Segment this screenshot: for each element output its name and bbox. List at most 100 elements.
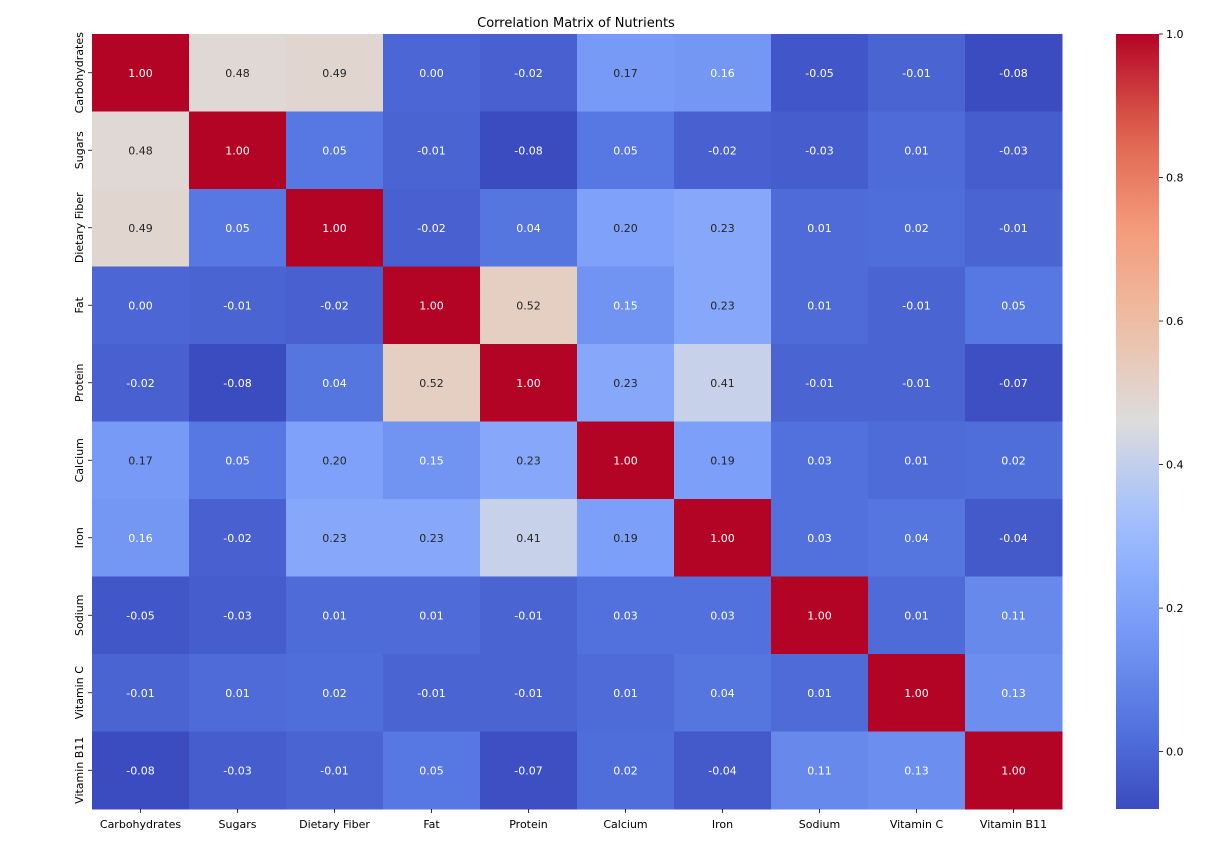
cell-value-label: 0.20 xyxy=(613,222,638,235)
heatmap-cell xyxy=(92,654,190,732)
cell-value-label: -0.08 xyxy=(514,144,542,157)
cell-value-label: -0.02 xyxy=(708,144,736,157)
heatmap-cell xyxy=(965,266,1063,345)
cell-value-label: -0.03 xyxy=(223,764,251,777)
cell-value-label: 0.03 xyxy=(613,609,638,622)
heatmap-cell xyxy=(286,499,384,577)
cell-value-label: -0.04 xyxy=(708,764,736,777)
cell-value-label: 1.00 xyxy=(613,454,638,467)
heatmap-cell xyxy=(868,654,966,732)
cell-value-label: 0.00 xyxy=(128,299,153,312)
x-tick-label: Protein xyxy=(509,818,548,831)
cell-value-label: -0.01 xyxy=(999,222,1027,235)
heatmap-cell xyxy=(189,576,287,655)
colorbar-tick-label: 0.8 xyxy=(1166,172,1184,185)
cell-value-label: -0.03 xyxy=(999,144,1027,157)
cell-value-label: 1.00 xyxy=(225,144,250,157)
cell-value-label: 1.00 xyxy=(710,532,735,545)
heatmap-cell xyxy=(383,499,481,577)
cell-value-label: 0.52 xyxy=(516,299,541,312)
cell-value-label: 0.02 xyxy=(613,764,638,777)
heatmap-cell xyxy=(577,654,675,732)
x-tick-label: Sodium xyxy=(799,818,840,831)
cell-value-label: 0.03 xyxy=(807,532,832,545)
heatmap-cell xyxy=(383,189,481,267)
cell-value-label: 0.20 xyxy=(322,454,347,467)
heatmap-cell xyxy=(868,111,966,190)
heatmap-cell xyxy=(965,499,1063,577)
heatmap-cell xyxy=(965,34,1063,112)
cell-value-label: 0.05 xyxy=(225,454,250,467)
cell-value-label: 0.02 xyxy=(322,687,347,700)
cell-value-label: 1.00 xyxy=(807,609,832,622)
heatmap-cell xyxy=(868,189,966,267)
heatmap-cell xyxy=(92,189,190,267)
heatmap-cell xyxy=(577,576,675,655)
heatmap-cell xyxy=(674,111,772,190)
cell-value-label: -0.07 xyxy=(999,377,1027,390)
cell-value-label: 1.00 xyxy=(516,377,541,390)
heatmap-cell xyxy=(577,34,675,112)
cell-value-label: -0.01 xyxy=(902,377,930,390)
heatmap-cell xyxy=(674,654,772,732)
colorbar-tick-label: 1.0 xyxy=(1166,28,1184,41)
cell-value-label: -0.01 xyxy=(320,764,348,777)
heatmap-cell xyxy=(771,576,869,655)
cell-value-label: 0.49 xyxy=(322,67,347,80)
x-tick-label: Fat xyxy=(423,818,440,831)
cell-value-label: -0.01 xyxy=(126,687,154,700)
heatmap-cell xyxy=(480,654,578,732)
heatmap-cell xyxy=(674,731,772,810)
heatmap-cell xyxy=(286,111,384,190)
cell-value-label: -0.03 xyxy=(223,609,251,622)
cell-value-label: -0.08 xyxy=(126,764,154,777)
heatmap-cell xyxy=(577,344,675,422)
cell-value-label: 0.01 xyxy=(904,144,929,157)
heatmap-cell xyxy=(577,421,675,500)
cell-value-label: 0.04 xyxy=(516,222,541,235)
x-tick-label: Calcium xyxy=(603,818,647,831)
heatmap-cell xyxy=(92,344,190,422)
cell-value-label: 0.04 xyxy=(904,532,929,545)
heatmap-cell xyxy=(965,344,1063,422)
cell-value-label: 0.00 xyxy=(419,67,444,80)
cell-value-label: 1.00 xyxy=(322,222,347,235)
cell-value-label: -0.05 xyxy=(805,67,833,80)
heatmap-cell xyxy=(868,576,966,655)
cell-value-label: -0.04 xyxy=(999,532,1027,545)
heatmap-cell xyxy=(189,266,287,345)
heatmap-cell xyxy=(771,266,869,345)
heatmap-cell xyxy=(286,576,384,655)
colorbar-gradient xyxy=(1116,34,1159,809)
cell-value-label: 0.01 xyxy=(225,687,250,700)
heatmap-cell xyxy=(480,344,578,422)
cell-value-label: -0.02 xyxy=(223,532,251,545)
cell-value-label: -0.01 xyxy=(514,687,542,700)
cell-value-label: 0.41 xyxy=(516,532,541,545)
heatmap-cell xyxy=(771,654,869,732)
cell-value-label: 0.05 xyxy=(1001,299,1026,312)
heatmap-cell xyxy=(480,576,578,655)
heatmap-cell xyxy=(92,266,190,345)
heatmap-cell xyxy=(577,499,675,577)
heatmap-cell xyxy=(674,34,772,112)
y-tick-label: Protein xyxy=(73,363,86,402)
y-tick-label: Iron xyxy=(73,527,86,548)
y-tick-label: Vitamin C xyxy=(73,666,86,720)
heatmap-cell xyxy=(577,111,675,190)
cell-value-label: 0.11 xyxy=(807,764,832,777)
cell-value-label: -0.08 xyxy=(999,67,1027,80)
y-tick-label: Carbohydrates xyxy=(73,32,86,113)
heatmap-cell xyxy=(771,111,869,190)
cell-value-label: 0.01 xyxy=(807,687,832,700)
cell-value-label: -0.05 xyxy=(126,609,154,622)
heatmap-cell xyxy=(771,421,869,500)
cell-value-label: 0.41 xyxy=(710,377,735,390)
cell-value-label: 0.04 xyxy=(710,687,735,700)
heatmap-cell xyxy=(92,499,190,577)
heatmap-cell xyxy=(92,34,190,112)
cell-value-label: -0.01 xyxy=(514,609,542,622)
cell-value-label: 0.23 xyxy=(516,454,541,467)
cell-value-label: -0.01 xyxy=(902,67,930,80)
